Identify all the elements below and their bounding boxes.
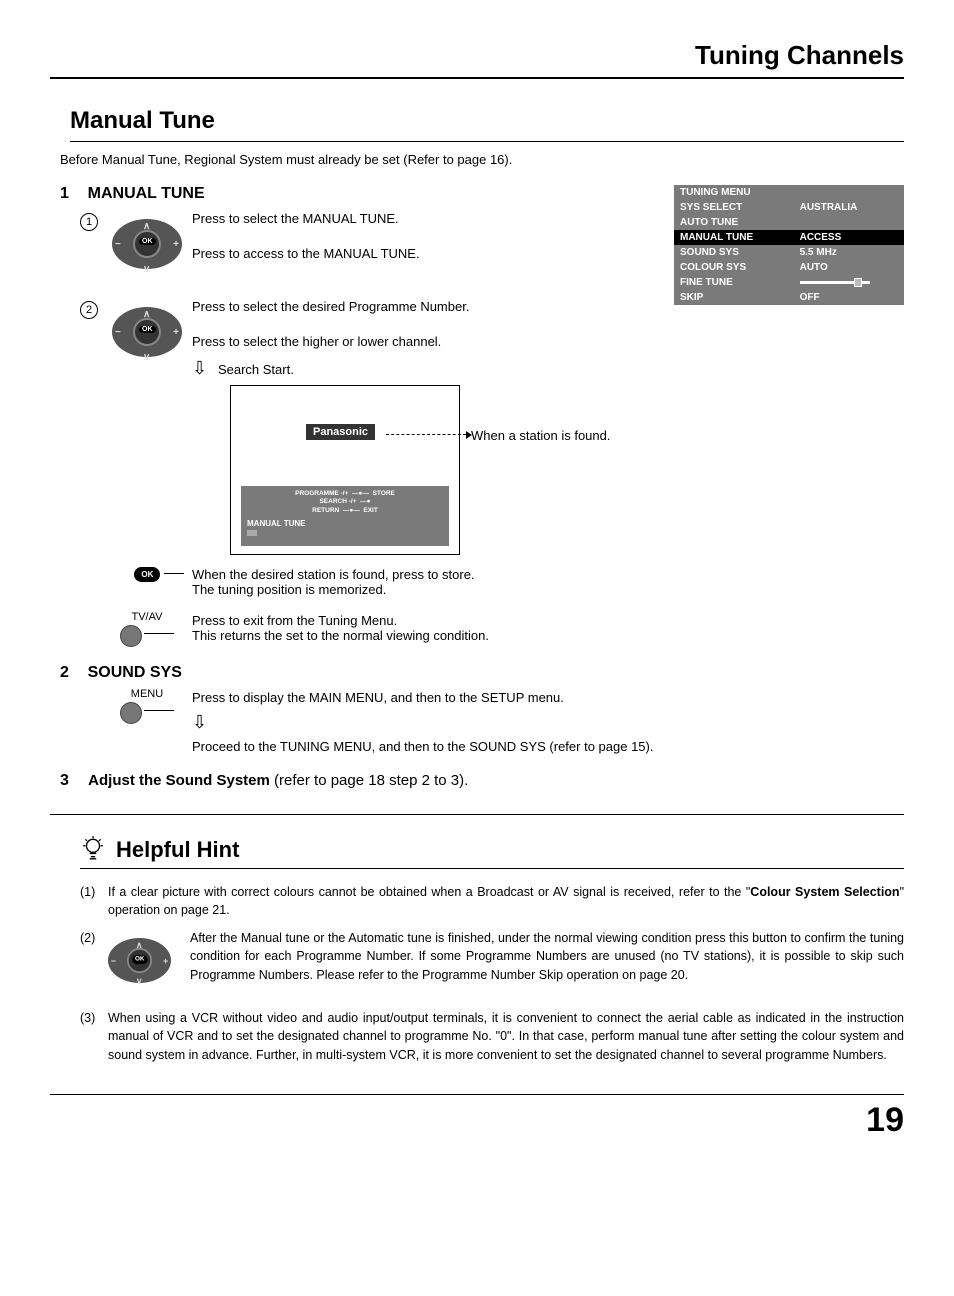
tvav-label: TV/AV [102, 611, 192, 623]
tv-screen-diagram: Panasonic When a station is found. PROGR… [230, 385, 460, 555]
step2-text: Press to display the MAIN MENU, and then… [192, 688, 654, 754]
hint-3: (3) When using a VCR without video and a… [80, 1009, 904, 1063]
step2-num: 2 [60, 664, 84, 682]
page-header: Tuning Channels [50, 40, 904, 79]
tuning-menu-row: COLOUR SYSAUTO [674, 260, 904, 275]
substep-1-marker: 1 [80, 209, 102, 231]
tuning-menu-row: SYS SELECTAUSTRALIA [674, 200, 904, 215]
hint-2: (2) OK ∧ ∨ − + After the Manual tune or … [80, 929, 904, 999]
hint-1: (1) If a clear picture with correct colo… [80, 883, 904, 919]
section-title: Manual Tune [70, 107, 904, 142]
step3-rest: (refer to page 18 step 2 to 3). [270, 772, 468, 789]
step1-num: 1 [60, 185, 84, 203]
step2-title: SOUND SYS [88, 664, 182, 681]
down-arrow-icon: ⇩ [192, 359, 207, 377]
tuning-menu-row: SOUND SYS5.5 MHz [674, 245, 904, 260]
divider [50, 814, 904, 815]
store-text: When the desired station is found, press… [192, 565, 654, 597]
page-number: 19 [50, 1094, 904, 1140]
hint-header: Helpful Hint [80, 835, 904, 869]
circle-1: 1 [80, 213, 98, 231]
panasonic-logo: Panasonic [306, 424, 375, 440]
step3-num: 3 [60, 772, 84, 790]
dpad-icon: OK ∧ ∨ − + [112, 297, 182, 367]
station-found-label: When a station is found. [471, 428, 610, 443]
dpad-icon: OK ∧ ∨ − + [108, 929, 171, 992]
down-arrow-icon: ⇩ [192, 713, 207, 731]
dpad-icon: OK ∧ ∨ − + [112, 209, 182, 279]
tuning-menu-row: SKIPOFF [674, 290, 904, 305]
ok-button-icon: OK [134, 567, 160, 582]
intro-text: Before Manual Tune, Regional System must… [60, 152, 904, 167]
tuning-menu-row: AUTO TUNE [674, 215, 904, 230]
menu-button-icon [120, 702, 142, 724]
menu-label: MENU [102, 688, 192, 700]
step3-row: 3 Adjust the Sound System (refer to page… [60, 772, 654, 790]
tuning-menu-header: TUNING MENU [674, 185, 904, 200]
tv-osd: PROGRAMME -/+ —●— STORE SEARCH -/+ —● RE… [241, 486, 449, 546]
tuning-menu-table: TUNING MENUSYS SELECTAUSTRALIAAUTO TUNEM… [674, 185, 904, 305]
step1-header: 1 MANUAL TUNE [60, 185, 654, 203]
hint-title: Helpful Hint [116, 837, 239, 863]
tvav-button-icon [120, 625, 142, 647]
step2-header: 2 SOUND SYS [60, 664, 654, 682]
tuning-menu-row: FINE TUNE [674, 275, 904, 290]
circle-2: 2 [80, 301, 98, 319]
dotted-arrow-icon [386, 434, 466, 435]
step1-title: MANUAL TUNE [88, 185, 205, 202]
exit-text: Press to exit from the Tuning Menu. This… [192, 611, 654, 643]
tuning-menu-row: MANUAL TUNEACCESS [674, 230, 904, 245]
substep1-text: Press to select the MANUAL TUNE. Press t… [192, 209, 654, 261]
lightbulb-icon [80, 835, 106, 864]
step3-title: Adjust the Sound System [88, 772, 270, 789]
substep-2-marker: 2 [80, 297, 102, 319]
substep2-text: Press to select the desired Programme Nu… [192, 297, 654, 377]
